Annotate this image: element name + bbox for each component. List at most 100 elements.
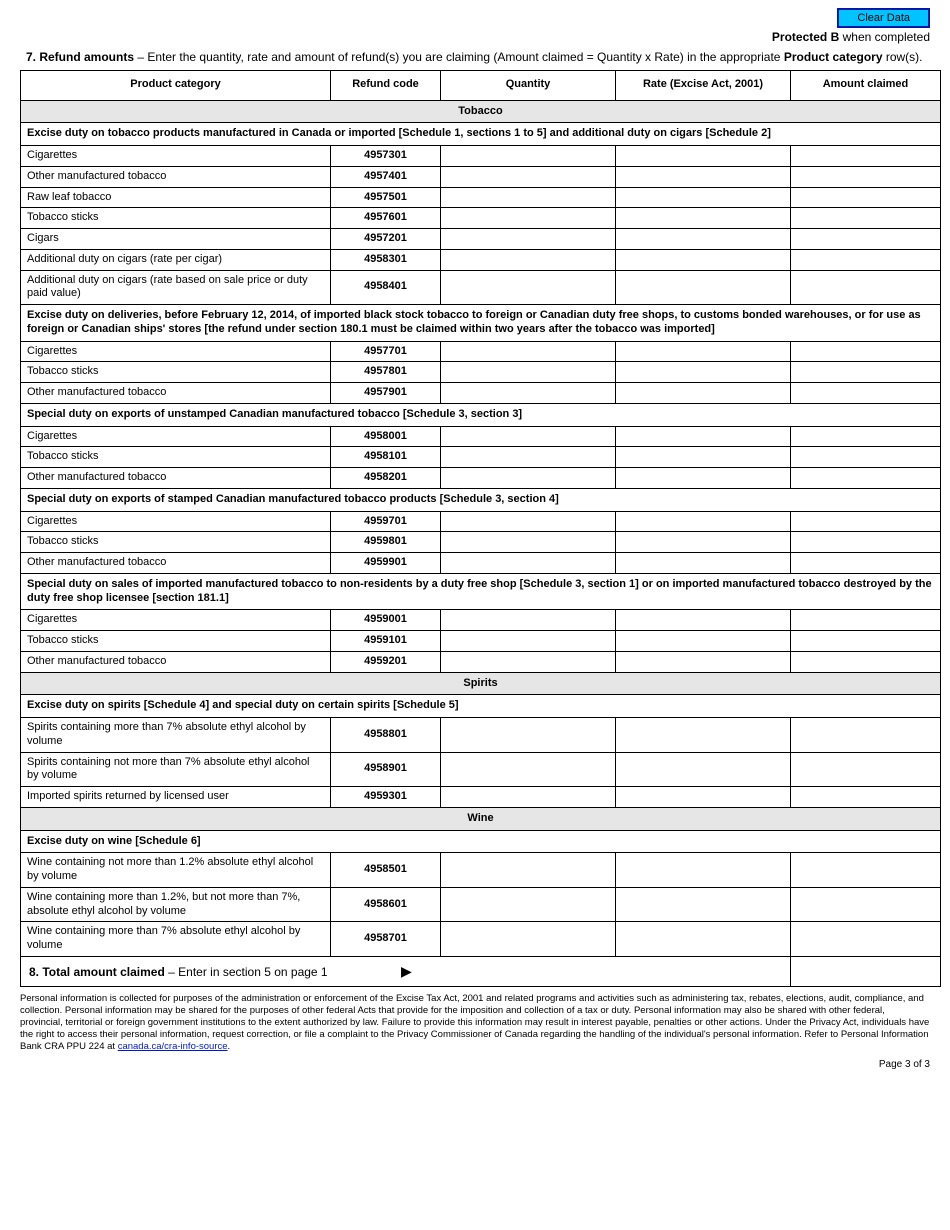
quantity-input[interactable]	[441, 718, 616, 753]
quantity-input[interactable]	[441, 631, 616, 652]
rate-input[interactable]	[616, 553, 791, 574]
quantity-input[interactable]	[441, 341, 616, 362]
quantity-input[interactable]	[441, 853, 616, 888]
table-row: Tobacco sticks4957801	[21, 362, 941, 383]
subheader-row: Excise duty on tobacco products manufact…	[21, 123, 941, 146]
table-row: Raw leaf tobacco4957501	[21, 187, 941, 208]
quantity-input[interactable]	[441, 887, 616, 922]
amount-input[interactable]	[791, 362, 941, 383]
quantity-input[interactable]	[441, 651, 616, 672]
rate-input[interactable]	[616, 447, 791, 468]
rate-input[interactable]	[616, 270, 791, 305]
amount-input[interactable]	[791, 718, 941, 753]
rate-input[interactable]	[616, 362, 791, 383]
quantity-input[interactable]	[441, 166, 616, 187]
rate-input[interactable]	[616, 468, 791, 489]
amount-input[interactable]	[791, 468, 941, 489]
rate-input[interactable]	[616, 208, 791, 229]
amount-input[interactable]	[791, 383, 941, 404]
rate-input[interactable]	[616, 610, 791, 631]
code-cell: 4958601	[331, 887, 441, 922]
amount-input[interactable]	[791, 553, 941, 574]
subheader-text: Special duty on exports of stamped Canad…	[21, 488, 941, 511]
quantity-input[interactable]	[441, 610, 616, 631]
rate-input[interactable]	[616, 341, 791, 362]
quantity-input[interactable]	[441, 553, 616, 574]
table-row: Tobacco sticks4959801	[21, 532, 941, 553]
rate-input[interactable]	[616, 631, 791, 652]
amount-input[interactable]	[791, 249, 941, 270]
product-cell: Additional duty on cigars (rate per ciga…	[21, 249, 331, 270]
product-cell: Wine containing more than 1.2%, but not …	[21, 887, 331, 922]
amount-input[interactable]	[791, 447, 941, 468]
rate-input[interactable]	[616, 752, 791, 787]
amount-input[interactable]	[791, 651, 941, 672]
product-cell: Cigarettes	[21, 146, 331, 167]
table-row: Other manufactured tobacco4959201	[21, 651, 941, 672]
amount-input[interactable]	[791, 341, 941, 362]
rate-input[interactable]	[616, 146, 791, 167]
rate-input[interactable]	[616, 229, 791, 250]
total-amount-input[interactable]	[791, 956, 941, 987]
quantity-input[interactable]	[441, 208, 616, 229]
amount-input[interactable]	[791, 752, 941, 787]
quantity-input[interactable]	[441, 447, 616, 468]
code-cell: 4958101	[331, 447, 441, 468]
amount-input[interactable]	[791, 229, 941, 250]
amount-input[interactable]	[791, 887, 941, 922]
amount-input[interactable]	[791, 511, 941, 532]
product-cell: Other manufactured tobacco	[21, 166, 331, 187]
amount-input[interactable]	[791, 922, 941, 957]
quantity-input[interactable]	[441, 383, 616, 404]
amount-input[interactable]	[791, 187, 941, 208]
amount-input[interactable]	[791, 270, 941, 305]
code-cell: 4958901	[331, 752, 441, 787]
section-8-number: 8. Total amount claimed	[29, 965, 165, 979]
amount-input[interactable]	[791, 853, 941, 888]
product-cell: Other manufactured tobacco	[21, 468, 331, 489]
quantity-input[interactable]	[441, 426, 616, 447]
privacy-footer: Personal information is collected for pu…	[20, 993, 930, 1052]
quantity-input[interactable]	[441, 511, 616, 532]
amount-input[interactable]	[791, 208, 941, 229]
rate-input[interactable]	[616, 187, 791, 208]
quantity-input[interactable]	[441, 146, 616, 167]
rate-input[interactable]	[616, 426, 791, 447]
clear-data-button[interactable]: Clear Data	[837, 8, 930, 28]
quantity-input[interactable]	[441, 468, 616, 489]
rate-input[interactable]	[616, 511, 791, 532]
rate-input[interactable]	[616, 383, 791, 404]
code-cell: 4959001	[331, 610, 441, 631]
quantity-input[interactable]	[441, 187, 616, 208]
header-product: Product category	[21, 70, 331, 100]
amount-input[interactable]	[791, 631, 941, 652]
quantity-input[interactable]	[441, 362, 616, 383]
rate-input[interactable]	[616, 651, 791, 672]
quantity-input[interactable]	[441, 922, 616, 957]
quantity-input[interactable]	[441, 229, 616, 250]
quantity-input[interactable]	[441, 532, 616, 553]
table-row: Cigars4957201	[21, 229, 941, 250]
rate-input[interactable]	[616, 887, 791, 922]
amount-input[interactable]	[791, 787, 941, 808]
amount-input[interactable]	[791, 166, 941, 187]
quantity-input[interactable]	[441, 270, 616, 305]
rate-input[interactable]	[616, 166, 791, 187]
section-8-text: Enter in section 5 on page 1	[178, 965, 327, 979]
amount-input[interactable]	[791, 426, 941, 447]
rate-input[interactable]	[616, 532, 791, 553]
rate-input[interactable]	[616, 922, 791, 957]
amount-input[interactable]	[791, 532, 941, 553]
amount-input[interactable]	[791, 610, 941, 631]
header-qty: Quantity	[441, 70, 616, 100]
rate-input[interactable]	[616, 249, 791, 270]
amount-input[interactable]	[791, 146, 941, 167]
top-bar: Clear Data	[20, 8, 930, 28]
quantity-input[interactable]	[441, 752, 616, 787]
quantity-input[interactable]	[441, 249, 616, 270]
rate-input[interactable]	[616, 853, 791, 888]
footer-link[interactable]: canada.ca/cra-info-source	[118, 1041, 228, 1052]
rate-input[interactable]	[616, 718, 791, 753]
rate-input[interactable]	[616, 787, 791, 808]
quantity-input[interactable]	[441, 787, 616, 808]
